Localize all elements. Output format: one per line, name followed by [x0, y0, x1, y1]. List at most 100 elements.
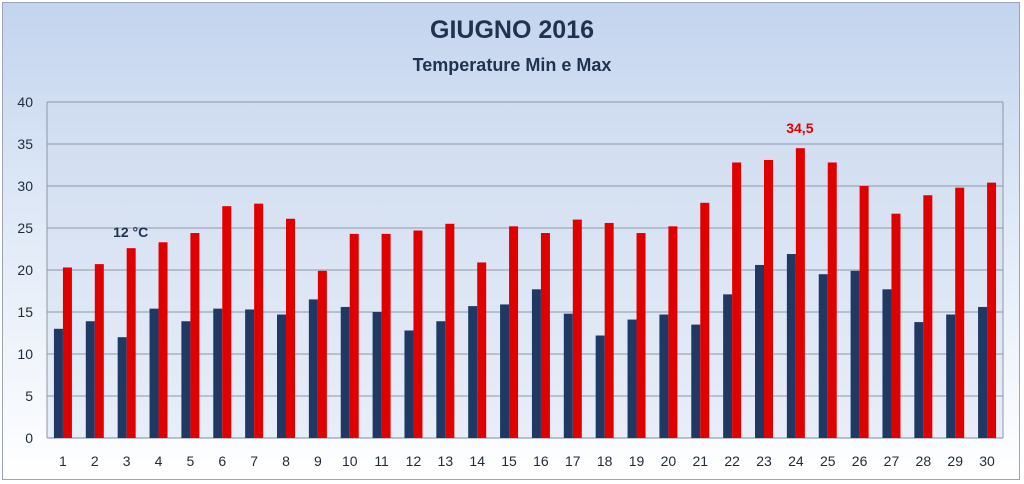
- max-temp-bar: [254, 203, 264, 438]
- x-tick-label: 25: [820, 453, 836, 469]
- x-tick-label: 16: [533, 453, 549, 469]
- min-temp-bar: [755, 264, 764, 438]
- max-temp-bar: [604, 222, 614, 438]
- max-temp-bar: [94, 264, 104, 438]
- chart-subtitle: Temperature Min e Max: [412, 55, 612, 75]
- min-temp-bar: [563, 313, 573, 438]
- data-annotation: 34,5: [786, 120, 813, 136]
- y-tick-label: 25: [17, 220, 33, 236]
- max-temp-bar: [987, 182, 997, 438]
- min-temp-bar: [850, 270, 860, 438]
- x-tick-label: 4: [155, 453, 163, 469]
- x-tick-label: 27: [884, 453, 900, 469]
- y-tick-label: 30: [17, 178, 33, 194]
- x-tick-label: 3: [123, 453, 131, 469]
- max-temp-bar: [923, 195, 933, 438]
- x-tick-label: 9: [314, 453, 322, 469]
- x-tick-label: 19: [629, 453, 645, 469]
- max-temp-bar: [572, 219, 582, 438]
- min-temp-bar: [882, 289, 892, 438]
- x-tick-label: 30: [979, 453, 995, 469]
- max-temp-bar: [795, 148, 805, 438]
- y-tick-label: 20: [17, 262, 33, 278]
- min-temp-bar: [468, 306, 478, 438]
- min-temp-bar: [978, 306, 988, 438]
- max-temp-bar: [732, 162, 742, 439]
- min-temp-bar: [659, 314, 669, 438]
- gridlines: [46, 101, 1004, 439]
- x-tick-label: 17: [565, 453, 581, 469]
- max-temp-bar: [317, 270, 327, 438]
- min-temp-bar: [786, 254, 796, 438]
- max-temp-bar: [827, 162, 837, 439]
- y-tick-label: 15: [17, 304, 33, 320]
- max-temp-bar: [636, 233, 646, 438]
- min-temp-bar: [53, 328, 63, 438]
- min-temp-bar: [627, 319, 637, 438]
- x-axis: 1 2 3 4 5 6 7 8 9 10 11 12 13 14 15 16 17 18 19 20 21 22 23 24 2…: [59, 453, 995, 469]
- min-temp-bar: [436, 321, 446, 438]
- x-tick-label: 1: [59, 453, 67, 469]
- max-temp-bar: [859, 186, 869, 438]
- min-temp-bar: [308, 299, 318, 438]
- max-temp-bar: [222, 206, 232, 438]
- max-temp-bar: [955, 187, 965, 438]
- min-temp-bar: [500, 304, 510, 438]
- x-tick-label: 15: [501, 453, 517, 469]
- x-tick-label: 14: [469, 453, 485, 469]
- min-temp-bar: [946, 314, 956, 438]
- y-tick-label: 35: [17, 136, 33, 152]
- max-temp-bar: [509, 226, 519, 438]
- min-temp-bar: [245, 309, 255, 438]
- max-temp-bar: [62, 267, 72, 438]
- max-temp-bar: [190, 233, 200, 438]
- x-tick-label: 20: [661, 453, 677, 469]
- min-temp-bar: [595, 335, 605, 438]
- min-temp-bar: [723, 294, 733, 438]
- max-temp-bar: [381, 233, 391, 438]
- x-tick-label: 10: [342, 453, 358, 469]
- max-temp-bar: [891, 213, 901, 438]
- x-tick-label: 21: [692, 453, 708, 469]
- x-tick-label: 2: [91, 453, 99, 469]
- min-temp-bar: [149, 308, 159, 438]
- x-tick-label: 5: [187, 453, 195, 469]
- max-temp-bar: [540, 233, 550, 438]
- min-temp-bar: [181, 321, 191, 438]
- min-temp-bar: [85, 321, 95, 438]
- data-annotation: 12 °C: [113, 224, 148, 240]
- x-tick-label: 7: [250, 453, 258, 469]
- y-tick-label: 40: [17, 94, 33, 110]
- max-temp-bar: [445, 223, 455, 438]
- max-temp-bar: [764, 159, 773, 438]
- x-tick-label: 18: [597, 453, 613, 469]
- min-temp-bar: [277, 314, 286, 438]
- min-temp-bar: [691, 324, 701, 438]
- x-tick-label: 11: [374, 453, 389, 469]
- x-tick-label: 8: [282, 453, 290, 469]
- min-temp-bar: [531, 289, 541, 438]
- x-tick-label: 13: [438, 453, 454, 469]
- y-axis: 0 5 10 15 20 25 30 35 40: [17, 94, 33, 446]
- x-tick-label: 28: [916, 453, 932, 469]
- max-temp-bar: [700, 202, 710, 438]
- y-tick-label: 0: [25, 430, 33, 446]
- x-tick-label: 6: [218, 453, 226, 469]
- x-tick-label: 12: [406, 453, 422, 469]
- y-tick-label: 10: [17, 346, 33, 362]
- chart-title: GIUGNO 2016: [430, 16, 594, 44]
- min-temp-bar: [404, 330, 414, 438]
- min-temp-bar: [340, 306, 350, 438]
- max-temp-bar: [477, 262, 487, 438]
- min-temp-bar: [818, 274, 828, 438]
- min-temp-bar: [372, 312, 382, 438]
- y-tick-label: 5: [25, 388, 33, 404]
- max-temp-bar: [126, 248, 136, 438]
- x-tick-label: 24: [788, 453, 804, 469]
- min-temp-bar: [117, 337, 127, 438]
- max-temp-bar: [349, 233, 359, 438]
- x-tick-label: 29: [947, 453, 963, 469]
- bars: [53, 148, 997, 439]
- max-temp-bar: [158, 242, 168, 438]
